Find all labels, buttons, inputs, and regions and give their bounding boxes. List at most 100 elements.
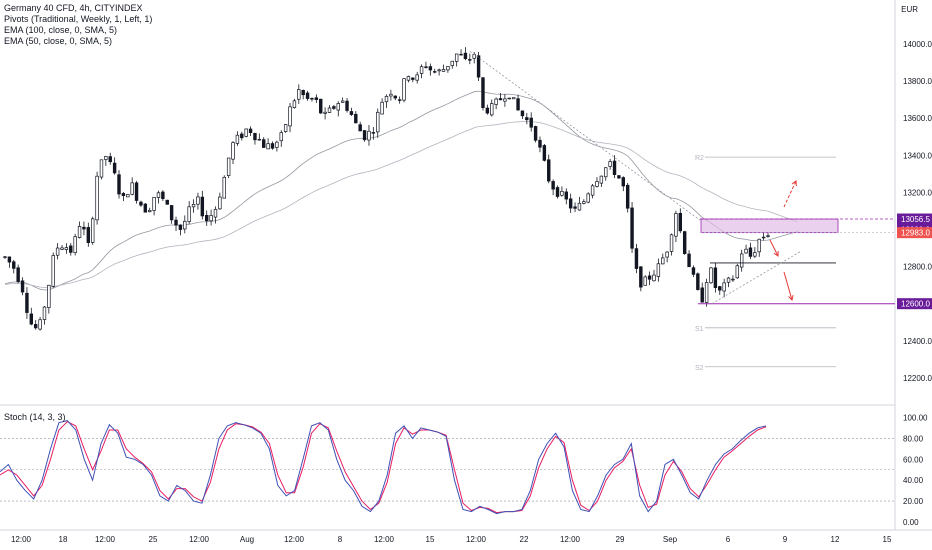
candle-body	[709, 267, 713, 284]
bearish-scenario-arrow-head	[788, 295, 794, 302]
time-axis[interactable]: 12:00 18 12:00 25 12:00 Aug 12:00 8 12:00 15 12:00…	[11, 535, 892, 544]
candle-body	[262, 139, 266, 148]
candle-body	[270, 143, 275, 149]
candle-body	[674, 213, 678, 237]
stoch-tick-label: 20.00	[903, 497, 924, 506]
candle-body	[178, 224, 183, 230]
stoch-d-line	[0, 421, 767, 514]
candle-body	[639, 266, 643, 288]
stoch-indicator-label[interactable]: Stoch (14, 3, 3)	[4, 412, 66, 422]
candle-body	[117, 174, 121, 195]
candle-body	[200, 196, 205, 217]
candle-body	[73, 236, 77, 253]
candle-body	[358, 124, 362, 132]
symbol-title[interactable]: Germany 40 CFD, 4h, CITYINDEX	[4, 3, 143, 13]
price-tick-label: 12800.0	[903, 263, 932, 272]
candle-body	[253, 132, 257, 141]
candle-body	[625, 184, 630, 209]
candle-body	[130, 182, 134, 195]
candle-body	[529, 117, 533, 128]
candle-body	[490, 103, 494, 116]
candle-body	[90, 218, 95, 243]
time-tick-label: Aug	[240, 535, 254, 544]
candle-body	[354, 113, 358, 124]
candle-body	[384, 95, 389, 103]
time-tick-label: 18	[59, 535, 68, 544]
candle-body	[209, 215, 213, 222]
candle-body	[525, 117, 529, 121]
candle-body	[731, 278, 735, 281]
candle-body	[564, 191, 568, 200]
candle-body	[411, 77, 415, 80]
time-tick-label: 12:00	[95, 535, 116, 544]
candle-body	[700, 287, 704, 303]
candle-body	[3, 256, 7, 258]
candle-body	[292, 100, 297, 108]
bullish-scenario-arrow	[783, 180, 797, 208]
candle-body	[744, 248, 748, 254]
user-drawings[interactable]	[469, 51, 895, 305]
candle-body	[20, 280, 25, 293]
candle-body	[301, 90, 305, 96]
candle-body	[428, 66, 433, 71]
candle-body	[691, 267, 696, 275]
stoch-tick-label: 40.00	[903, 476, 924, 485]
candle-body	[494, 98, 498, 105]
stoch-tick-label: 0.00	[903, 518, 919, 527]
time-tick-label: 8	[338, 535, 343, 544]
stoch-tick-label: 80.00	[903, 434, 924, 443]
candle-body	[459, 53, 463, 56]
candle-body	[713, 267, 718, 288]
candle-body	[560, 190, 564, 196]
candle-body	[463, 52, 468, 60]
candle-body	[64, 247, 69, 250]
candle-body	[481, 77, 485, 108]
candle-body	[152, 196, 156, 211]
candle-body	[533, 126, 538, 141]
candle-body	[69, 245, 73, 253]
candle-body	[446, 66, 450, 71]
candle-body	[25, 292, 29, 313]
candle-body	[573, 206, 577, 209]
candle-body	[454, 53, 459, 62]
ascending-trendline	[711, 251, 801, 305]
candle-body	[38, 319, 42, 330]
ema100-indicator-label[interactable]: EMA (100, close, 0, SMA, 5)	[4, 25, 118, 35]
candle-body	[634, 248, 639, 269]
candle-body	[183, 220, 187, 230]
candle-body	[735, 265, 740, 279]
pivot-label: R2	[695, 155, 704, 162]
candle-body	[16, 267, 20, 282]
candle-body	[437, 69, 441, 72]
candle-body	[362, 130, 367, 141]
time-tick-label: 12:00	[466, 535, 487, 544]
candle-body	[42, 306, 47, 320]
time-tick-label: Sep	[663, 535, 678, 544]
candle-body	[349, 111, 354, 115]
candle-body	[380, 101, 384, 115]
candle-body	[511, 97, 516, 100]
candle-body	[665, 251, 669, 258]
pivot-label: S2	[695, 365, 704, 372]
candle-body	[586, 193, 590, 203]
candle-body	[748, 247, 753, 257]
candle-body	[187, 206, 191, 222]
ema-lines	[4, 90, 799, 291]
candle-body	[336, 103, 340, 111]
candle-body	[12, 261, 16, 269]
candle-body	[240, 133, 244, 139]
price-axis[interactable]: 14000.013800.013600.013400.013200.013000…	[897, 40, 932, 527]
candle-body	[718, 286, 722, 291]
pivots-indicator-label[interactable]: Pivots (Traditional, Weekly, 1, Left, 1)	[4, 14, 153, 24]
candle-body	[472, 54, 476, 59]
candle-body	[323, 111, 327, 114]
candle-body	[104, 156, 108, 160]
pullback-arrow-head	[773, 250, 779, 257]
price-tag	[897, 213, 932, 225]
candle-body	[604, 167, 608, 178]
ema50-indicator-label[interactable]: EMA (50, close, 0, SMA, 5)	[4, 36, 113, 46]
candle-body	[139, 201, 143, 206]
candle-body	[766, 235, 770, 238]
candle-body	[682, 231, 687, 254]
